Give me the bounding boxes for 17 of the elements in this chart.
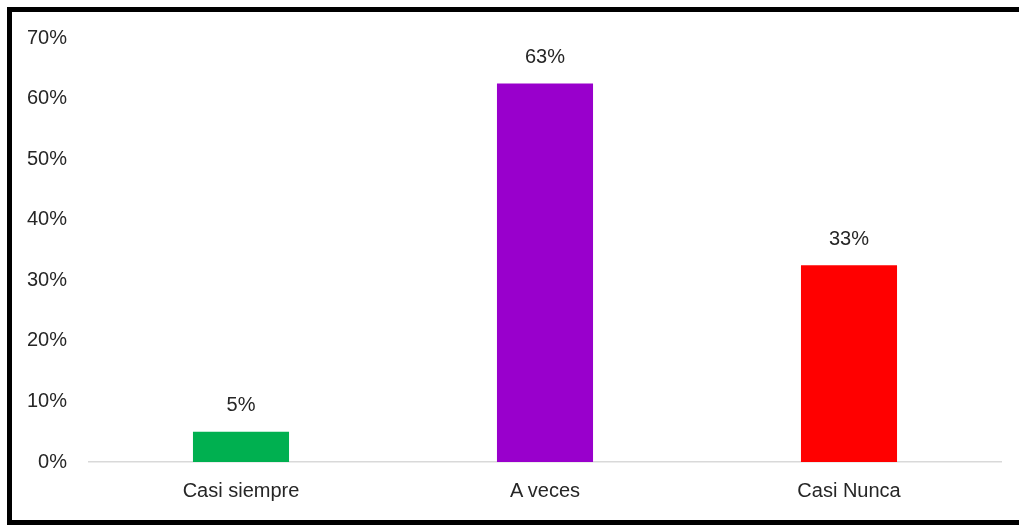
bar bbox=[496, 83, 594, 462]
y-tick-label: 0% bbox=[38, 449, 68, 472]
x-tick-label: A veces bbox=[509, 478, 581, 501]
bar bbox=[192, 431, 290, 462]
x-tick-label: Casi siempre bbox=[182, 478, 300, 501]
y-tick-label: 60% bbox=[26, 86, 68, 109]
y-tick-label: 70% bbox=[26, 25, 68, 48]
y-tick-label: 10% bbox=[26, 388, 68, 411]
y-tick-label: 40% bbox=[26, 207, 68, 230]
data-label: 63% bbox=[524, 44, 566, 67]
y-tick-label: 50% bbox=[26, 146, 68, 169]
x-tick-label: Casi Nunca bbox=[797, 478, 902, 501]
y-tick-label: 20% bbox=[26, 328, 68, 351]
bar bbox=[800, 265, 898, 462]
y-tick-label: 30% bbox=[26, 267, 68, 290]
data-label: 5% bbox=[226, 393, 256, 416]
data-label: 33% bbox=[828, 226, 870, 249]
